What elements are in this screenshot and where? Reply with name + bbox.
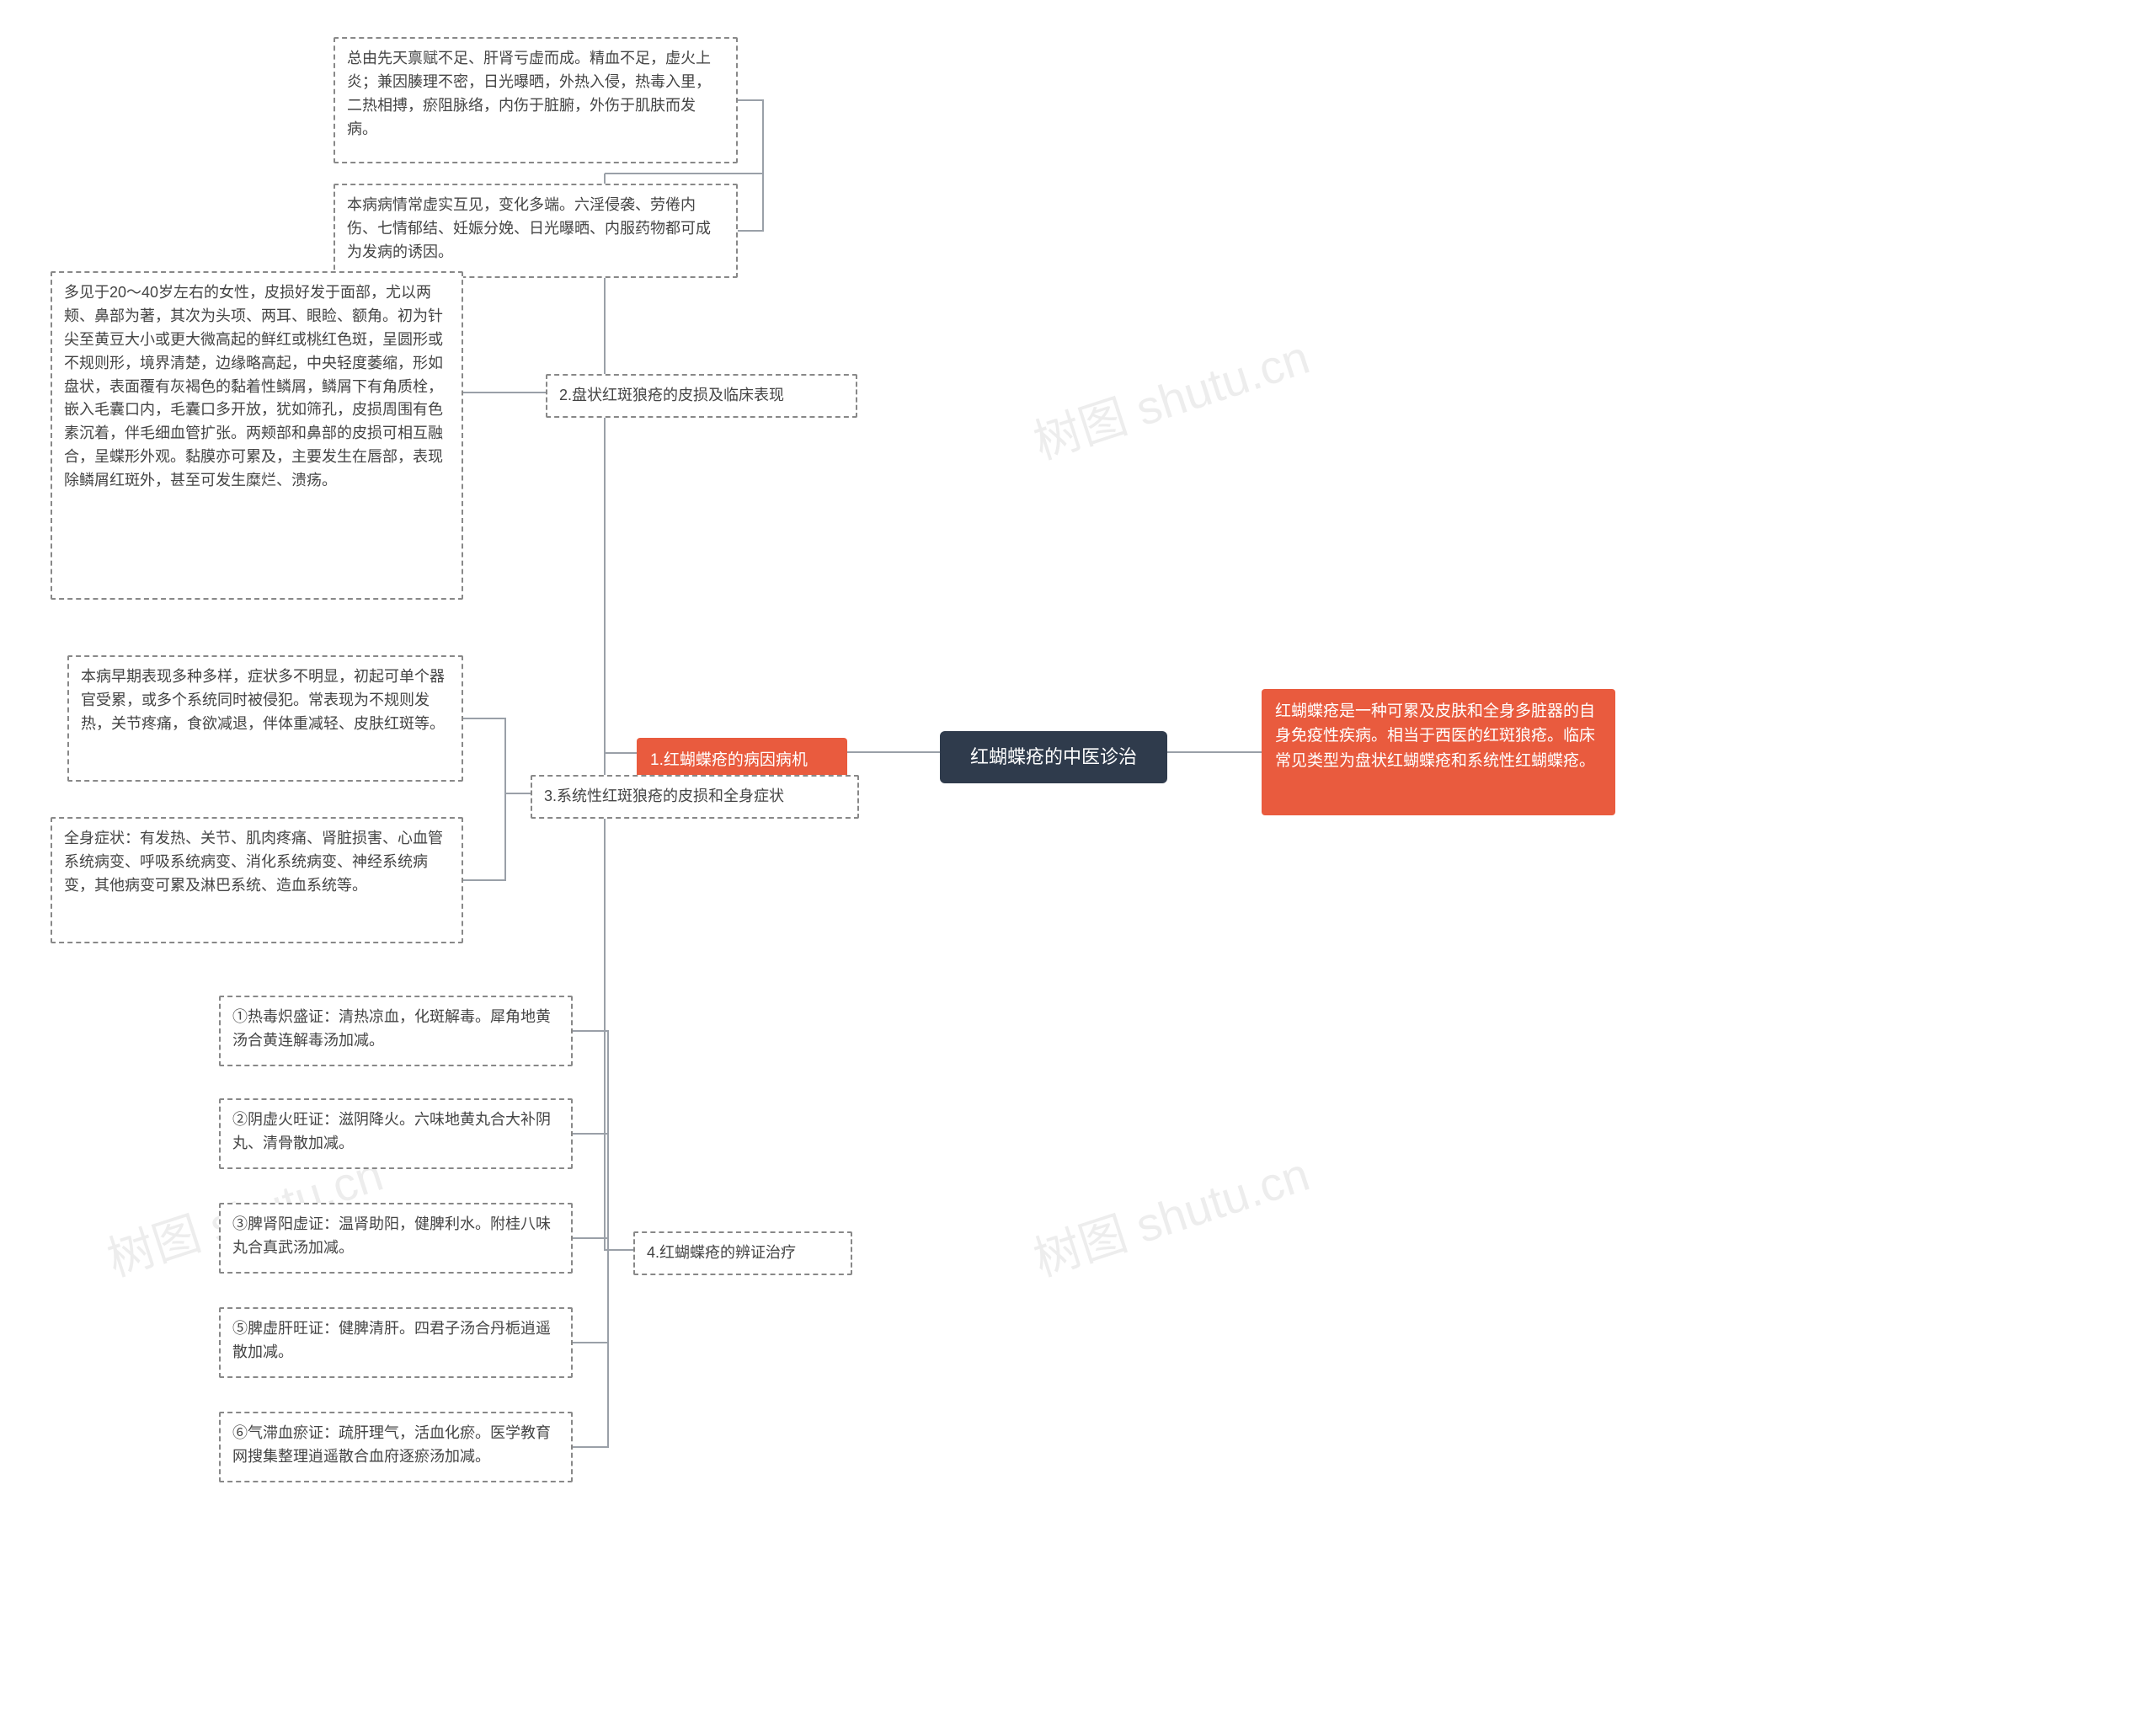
treatment-item-1: ①热毒炽盛证：清热凉血，化斑解毒。犀角地黄汤合黄连解毒汤加减。 xyxy=(219,996,573,1066)
section-2-detail: 多见于20～40岁左右的女性，皮损好发于面部，尤以两颊、鼻部为著，其次为头项、两… xyxy=(51,271,463,600)
treatment-item-2: ②阴虚火旺证：滋阴降火。六味地黄丸合大补阴丸、清骨散加减。 xyxy=(219,1098,573,1169)
section-3-detail-b: 全身症状：有发热、关节、肌肉疼痛、肾脏损害、心血管系统病变、呼吸系统病变、消化系… xyxy=(51,817,463,943)
right-description-node[interactable]: 红蝴蝶疮是一种可累及皮肤和全身多脏器的自身免疫性疾病。相当于西医的红斑狼疮。临床… xyxy=(1262,689,1615,815)
section-3-header[interactable]: 3.系统性红斑狼疮的皮损和全身症状 xyxy=(531,775,859,819)
watermark: 树图 shutu.cn xyxy=(1024,320,1317,473)
etiology-box-1: 总由先天禀赋不足、肝肾亏虚而成。精血不足，虚火上炎；兼因腠理不密，日光曝晒，外热… xyxy=(334,37,738,163)
section-2-header[interactable]: 2.盘状红斑狼疮的皮损及临床表现 xyxy=(546,374,857,418)
root-node[interactable]: 红蝴蝶疮的中医诊治 xyxy=(940,731,1167,783)
treatment-item-5: ⑥气滞血瘀证：疏肝理气，活血化瘀。医学教育网搜集整理逍遥散合血府逐瘀汤加减。 xyxy=(219,1412,573,1482)
section-3-detail-a: 本病早期表现多种多样，症状多不明显，初起可单个器官受累，或多个系统同时被侵犯。常… xyxy=(67,655,463,782)
watermark: 树图 shutu.cn xyxy=(1024,1137,1317,1290)
section-4-header[interactable]: 4.红蝴蝶疮的辨证治疗 xyxy=(633,1231,852,1275)
treatment-item-3: ③脾肾阳虚证：温肾助阳，健脾利水。附桂八味丸合真武汤加减。 xyxy=(219,1203,573,1274)
etiology-box-2: 本病病情常虚实互见，变化多端。六淫侵袭、劳倦内伤、七情郁结、妊娠分娩、日光曝晒、… xyxy=(334,184,738,278)
treatment-item-4: ⑤脾虚肝旺证：健脾清肝。四君子汤合丹栀逍遥散加减。 xyxy=(219,1307,573,1378)
